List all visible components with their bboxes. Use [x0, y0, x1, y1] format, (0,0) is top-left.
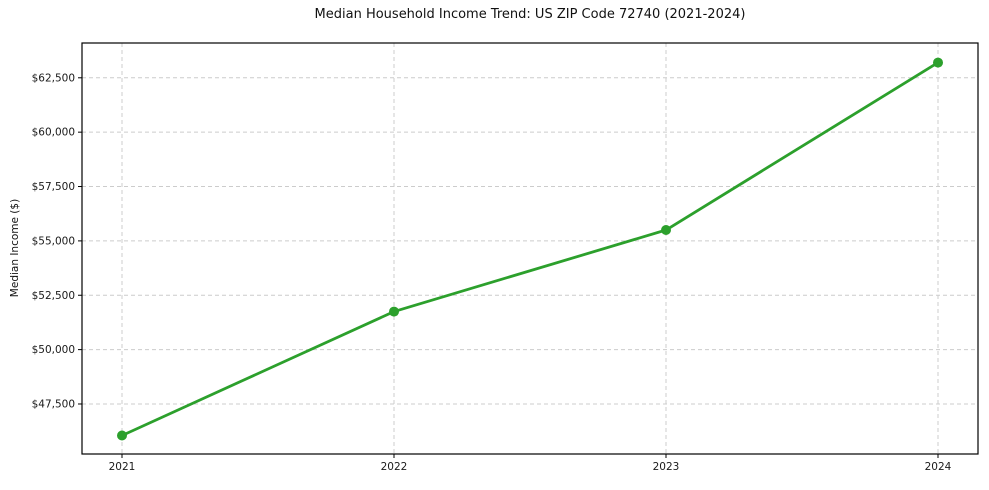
- chart-title: Median Household Income Trend: US ZIP Co…: [314, 7, 746, 22]
- x-tick-label: 2023: [653, 461, 680, 473]
- income-trend-line: [120, 61, 940, 437]
- x-tick-label: 2024: [925, 461, 952, 473]
- y-tick-label: $52,500: [32, 290, 75, 302]
- y-tick-label: $47,500: [32, 398, 75, 410]
- y-tick-label: $60,000: [32, 127, 75, 139]
- x-tick-label: 2022: [381, 461, 408, 473]
- data-point-marker: [933, 57, 943, 68]
- x-tick-label: 2021: [109, 461, 136, 473]
- data-point-marker: [389, 306, 399, 317]
- y-tick-label: $62,500: [32, 72, 75, 84]
- y-tick-label: $50,000: [32, 344, 75, 356]
- data-point-marker: [117, 430, 127, 441]
- y-tick-label: $55,000: [32, 235, 75, 247]
- y-tick-label: $57,500: [32, 181, 75, 193]
- plot-frame: [81, 42, 979, 455]
- data-point-marker: [661, 225, 671, 236]
